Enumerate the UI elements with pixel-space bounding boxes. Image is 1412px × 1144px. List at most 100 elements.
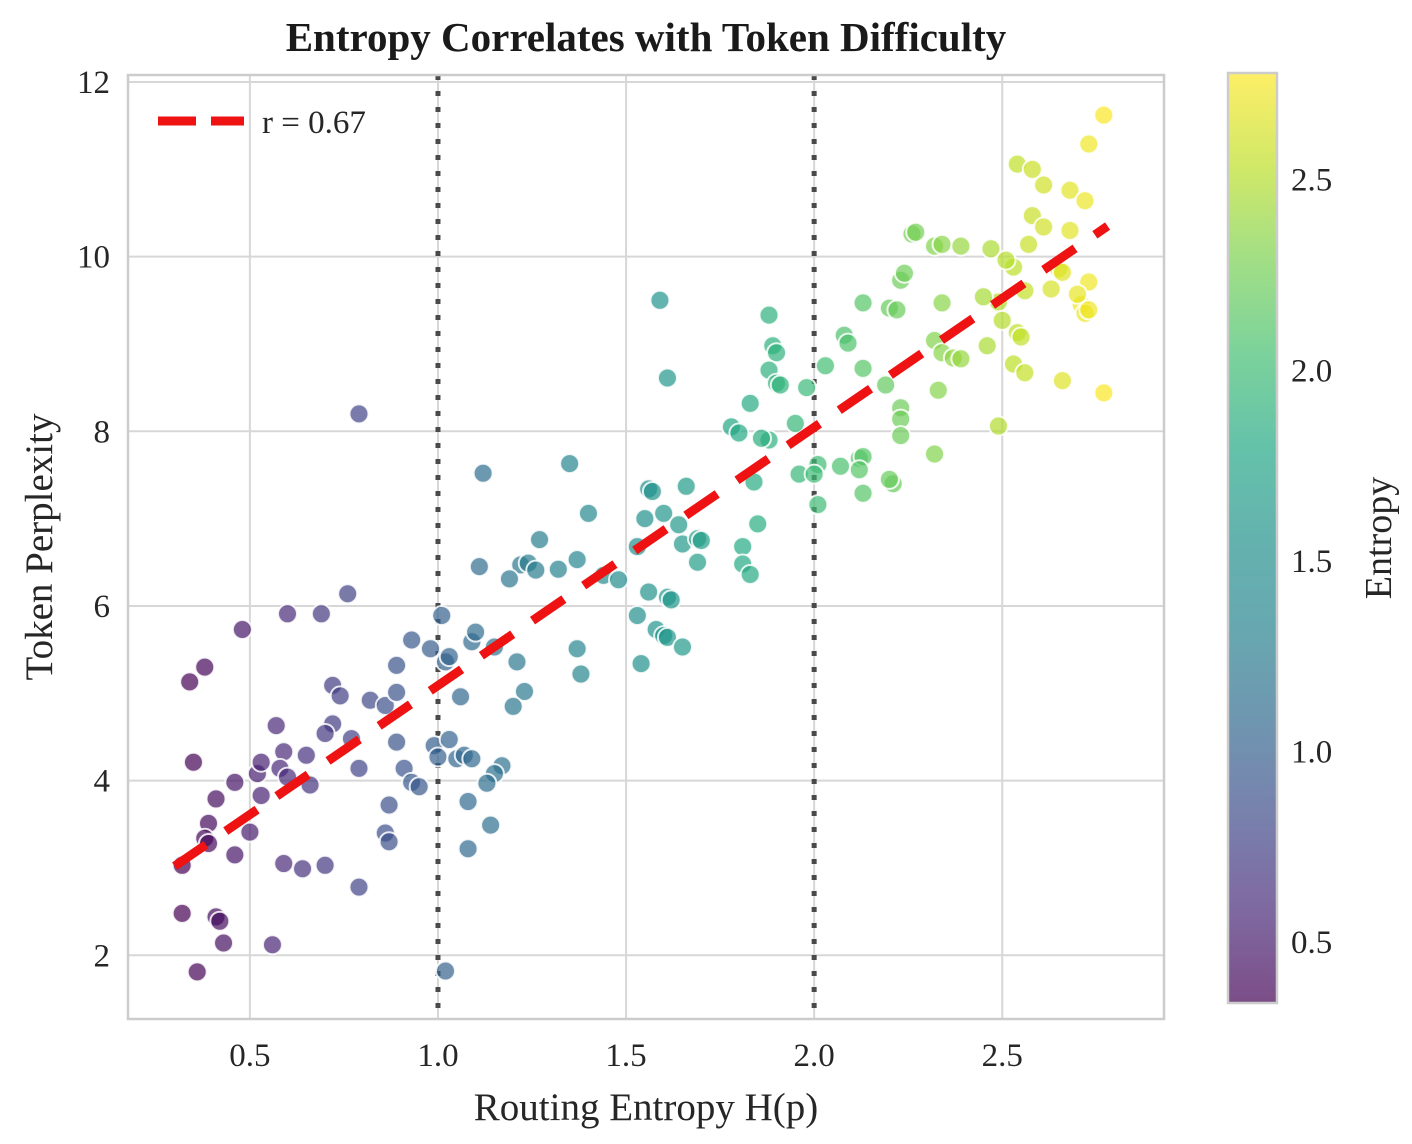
scatter-point: [386, 681, 408, 703]
scatter-point: [179, 671, 201, 693]
axes-spines: [126, 73, 1166, 1021]
x-tick-label: 0.5: [229, 1038, 270, 1074]
trend-line: [172, 222, 1111, 870]
scatter-point: [1033, 216, 1055, 238]
scatter-point: [408, 776, 430, 798]
scatter-point: [976, 335, 998, 357]
x-tick-label: 2.5: [982, 1038, 1023, 1074]
scatter-point: [1040, 278, 1062, 300]
y-tick-label: 8: [94, 414, 111, 450]
regression-dashed-line: [172, 222, 1111, 870]
scatter-point: [829, 455, 851, 477]
scatter-point: [931, 233, 953, 255]
y-axis-label: Token Perplexity: [18, 413, 61, 680]
scatter-point: [265, 715, 287, 737]
scatter-point: [987, 415, 1009, 437]
colorbar-gradient: [1226, 71, 1279, 1005]
scatter-point: [239, 821, 261, 843]
scatter-point: [878, 468, 900, 490]
scatter-point: [427, 746, 449, 768]
scatter-point: [739, 392, 761, 414]
scatter-point: [224, 771, 246, 793]
scatter-point: [386, 731, 408, 753]
colorbar-tick-label: 2.0: [1291, 353, 1332, 389]
scatter-point: [348, 876, 370, 898]
scatter-point: [438, 646, 460, 668]
scatter-point: [434, 960, 456, 982]
scatter-point: [1010, 326, 1032, 348]
scatter-point: [577, 502, 599, 524]
scatter-point: [438, 729, 460, 751]
scatter-point: [1066, 283, 1088, 305]
scatter-point: [295, 744, 317, 766]
scatter-point: [747, 513, 769, 535]
scatter-point: [261, 934, 283, 956]
threshold-dotted-lines: [435, 75, 817, 1019]
scatter-point: [950, 348, 972, 370]
scatter-point: [231, 619, 253, 641]
scatter-point: [292, 858, 314, 880]
scatter-point: [1078, 299, 1100, 321]
scatter-point: [186, 961, 208, 983]
y-tick-label: 10: [77, 240, 110, 276]
scatter-point: [502, 695, 524, 717]
scatter-point: [852, 482, 874, 504]
scatter-point: [972, 286, 994, 308]
scatter-point: [1093, 104, 1115, 126]
scatter-point: [213, 932, 235, 954]
scatter-point: [566, 549, 588, 571]
colorbar-tick-label: 2.5: [1291, 163, 1332, 199]
scatter-point: [374, 694, 396, 716]
scatter-point: [991, 309, 1013, 331]
scatter-point: [472, 462, 494, 484]
scatter-point: [995, 249, 1017, 271]
scatter-point: [348, 757, 370, 779]
x-axis-label: Routing Entropy H(p): [474, 1086, 818, 1129]
scatter-point: [431, 605, 453, 627]
scatter-point: [803, 463, 825, 485]
scatter-point: [950, 235, 972, 257]
scatter-point: [660, 589, 682, 611]
scatter-point: [566, 638, 588, 660]
y-tick-label: 6: [94, 589, 111, 625]
scatter-point: [626, 605, 648, 627]
scatter-point: [513, 681, 535, 703]
scatter-point: [848, 459, 870, 481]
scatter-point: [675, 475, 697, 497]
x-tick-labels: 0.5 1.0 1.5 2.0 2.5: [229, 1038, 1023, 1074]
scatter-point: [378, 831, 400, 853]
scatter-point: [1078, 133, 1100, 155]
scatter-point: [980, 238, 1002, 260]
scatter-point: [559, 453, 581, 475]
legend-label: r = 0.67: [262, 105, 366, 141]
scatter-point: [250, 751, 272, 773]
scatter-point: [634, 508, 656, 530]
scatter-point: [224, 844, 246, 866]
scatter-point: [687, 551, 709, 573]
scatter-point: [807, 494, 829, 516]
scatter-point: [378, 794, 400, 816]
scatter-point: [209, 910, 231, 932]
scatter-point: [1059, 179, 1081, 201]
scatter-point: [837, 332, 859, 354]
scatter-point: [468, 556, 490, 578]
scatter-point: [784, 412, 806, 434]
scatter-point: [1059, 219, 1081, 241]
scatter-point: [1033, 174, 1055, 196]
scatter-point: [852, 357, 874, 379]
scatter-point: [766, 342, 788, 364]
scatter-point: [329, 685, 351, 707]
scatter-points: [171, 104, 1115, 983]
scatter-point: [498, 568, 520, 590]
y-tick-label: 12: [77, 65, 110, 101]
scatter-point: [739, 564, 761, 586]
colorbar-tick-label: 0.5: [1291, 925, 1332, 961]
scatter-point: [450, 686, 472, 708]
scatter-point: [728, 422, 750, 444]
legend: r = 0.67: [158, 105, 366, 141]
scatter-point: [570, 663, 592, 685]
x-tick-label: 1.5: [605, 1038, 646, 1074]
x-tick-label: 2.0: [794, 1038, 835, 1074]
